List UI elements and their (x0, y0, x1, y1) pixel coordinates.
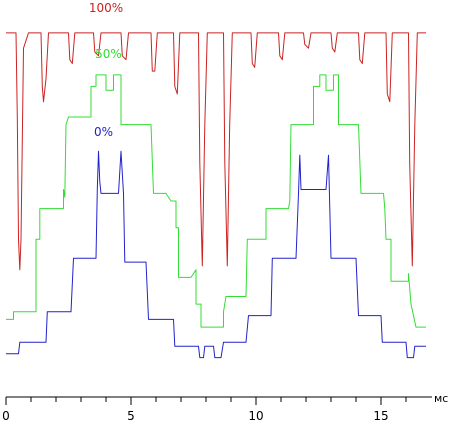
x-tick-label: 5 (127, 409, 135, 423)
x-tick-label: 0 (2, 409, 10, 423)
x-tick-label: 15 (373, 409, 388, 423)
series-labels: 100% 50% 0% (89, 1, 123, 139)
x-axis-ticks: 0 5 10 15 (2, 397, 407, 423)
x-axis-unit-label: мс (434, 392, 448, 405)
series-label-3: 0% (94, 125, 113, 139)
series-label-1: 100% (89, 1, 123, 15)
series-line-3 (6, 150, 426, 359)
x-tick-label: 10 (248, 409, 263, 423)
series-label-2: 50% (95, 47, 122, 61)
series-line-2 (6, 74, 426, 328)
series-line-1 (6, 32, 426, 271)
plot-area (6, 32, 426, 359)
